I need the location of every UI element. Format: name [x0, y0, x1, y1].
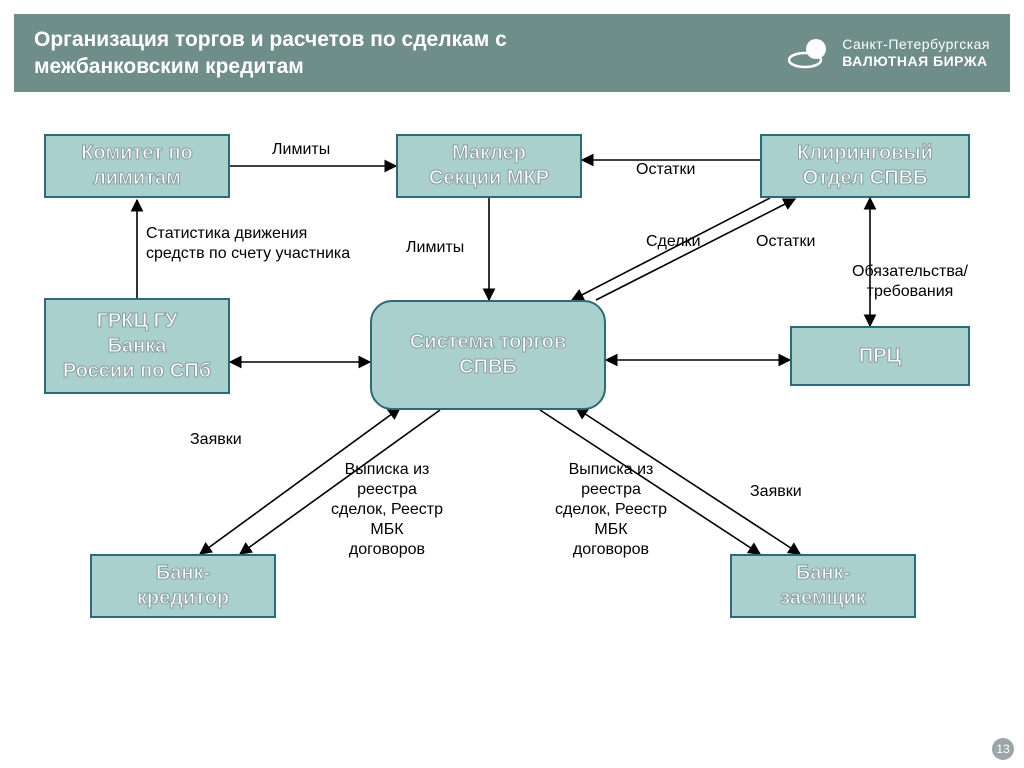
node-komitet: Комитет по лимитам	[44, 134, 230, 198]
edge-label-stat: Статистика движения средств по счету уча…	[146, 224, 406, 264]
node-label: Комитет по лимитам	[81, 141, 193, 191]
node-grkc: ГРКЦ ГУ Банка России по СПб	[44, 298, 230, 394]
brand-logo: Санкт-Петербургская ВАЛЮТНАЯ БИРЖА	[788, 36, 990, 70]
edge-label-ostatki2: Остатки	[756, 232, 815, 252]
node-label: Система торгов СПВБ	[410, 330, 566, 380]
node-label: ГРКЦ ГУ Банка России по СПб	[63, 309, 211, 384]
logo-text: Санкт-Петербургская ВАЛЮТНАЯ БИРЖА	[842, 36, 990, 70]
node-prc: ПРЦ	[790, 326, 970, 386]
node-label: Маклер Секции МКР	[429, 141, 549, 191]
slide-header: Организация торгов и расчетов по сделкам…	[14, 14, 1010, 92]
node-label: Банк- кредитор	[137, 561, 229, 611]
edge-label-sdelki: Сделки	[646, 232, 701, 252]
logo-icon	[788, 36, 830, 70]
diagram-canvas: Организация торгов и расчетов по сделкам…	[0, 0, 1024, 768]
node-label: Клиринговый Отдел СПВБ	[797, 141, 933, 191]
node-makler: Маклер Секции МКР	[396, 134, 582, 198]
edge-label-limity2: Лимиты	[406, 238, 464, 258]
node-system: Система торгов СПВБ	[370, 300, 606, 410]
slide-title: Организация торгов и расчетов по сделкам…	[34, 26, 594, 81]
page-number-badge: 13	[992, 738, 1014, 760]
node-label: Банк- заемщик	[780, 561, 866, 611]
edge-label-vypiska2: Выписка из реестра сделок, Реестр МБК до…	[536, 460, 686, 560]
node-borrower: Банк- заемщик	[730, 554, 916, 618]
edge-label-obyaz: Обязательства/ требования	[820, 262, 1000, 302]
node-label: ПРЦ	[859, 344, 901, 369]
edge-label-vypiska1: Выписка из реестра сделок, Реестр МБК до…	[312, 460, 462, 560]
node-creditor: Банк- кредитор	[90, 554, 276, 618]
node-clearing: Клиринговый Отдел СПВБ	[760, 134, 970, 198]
edge-label-zayavki1: Заявки	[190, 430, 242, 450]
edge-label-limity1: Лимиты	[272, 140, 330, 160]
page-number: 13	[996, 742, 1009, 756]
edge-label-zayavki2: Заявки	[750, 482, 802, 502]
edge-label-ostatki1: Остатки	[636, 160, 695, 180]
